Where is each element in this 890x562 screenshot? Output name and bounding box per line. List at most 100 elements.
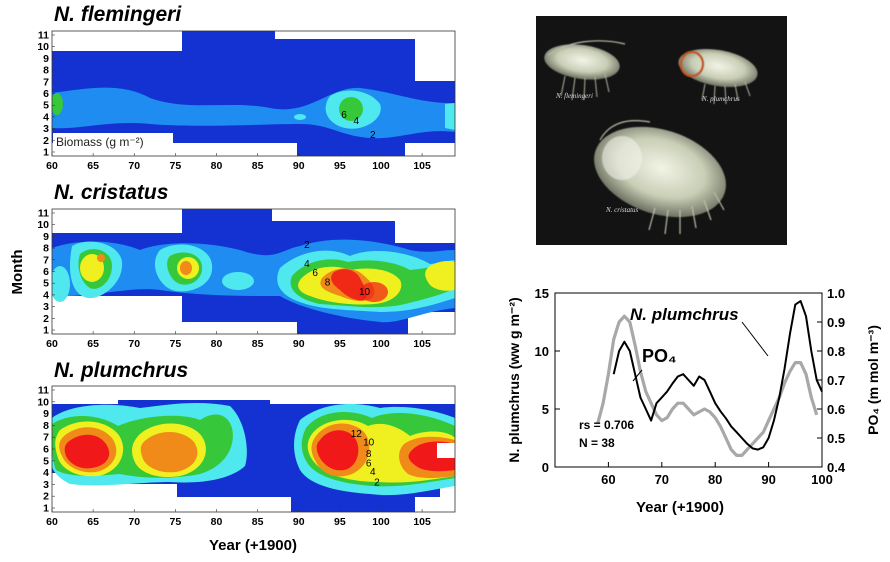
month-tick-label: 1	[43, 503, 49, 515]
biomass-annotation: Biomass (g m⁻²)	[56, 135, 144, 149]
month-tick-label: 11	[38, 208, 49, 220]
contour-fill	[294, 114, 306, 120]
y2-tick-label: 0.8	[827, 344, 845, 359]
contour-label: 12	[351, 429, 363, 440]
photo-caption-cristatus: N. cristatus	[605, 206, 639, 214]
contour-fill	[52, 93, 63, 115]
copepod-plumchrus-illustration	[678, 48, 758, 105]
month-tick-label: 5	[43, 100, 49, 112]
x-axis-label: Year (+1900)	[636, 499, 724, 516]
nodata-region	[415, 31, 455, 81]
month-tick-label: 4	[43, 289, 49, 301]
copepod-accent-organ	[679, 50, 705, 78]
month-tick-label: 10	[37, 41, 49, 53]
month-tick-label: 6	[43, 266, 49, 278]
contour-fill	[80, 254, 104, 282]
biomass-label-box	[53, 133, 173, 149]
year-tick-label: 60	[46, 338, 58, 350]
nodata-region	[270, 400, 455, 404]
contour-label: 2	[374, 478, 380, 489]
series-label-plumchrus: N. plumchrus	[630, 305, 739, 324]
contour-fill	[97, 254, 105, 262]
year-tick-label: 75	[170, 160, 182, 172]
panel-title: N. cristatus	[54, 181, 168, 204]
x-tick-label: 70	[655, 472, 669, 487]
y-axis-label-right: PO₄ (m mol m⁻³)	[865, 325, 881, 435]
month-tick-label: 3	[43, 301, 49, 313]
copepod-legs	[701, 81, 751, 105]
year-tick-label: 80	[211, 338, 223, 350]
copepod-cristatus-illustration	[594, 119, 726, 235]
month-tick-label: 11	[38, 30, 49, 42]
month-tick-label: 5	[43, 455, 49, 467]
copepod-eye-region	[602, 136, 642, 180]
nodata-region	[182, 322, 297, 334]
month-tick-label: 7	[43, 254, 49, 266]
series-label-pointer	[632, 369, 643, 382]
month-tick-label: 9	[43, 231, 49, 243]
contour-fill	[339, 97, 363, 121]
copepod-flemingeri-illustration	[544, 40, 626, 101]
month-tick-label: 8	[43, 243, 49, 255]
photo-caption-flemingeri: N. flemingeri	[555, 92, 593, 100]
month-tick-label: 3	[43, 479, 49, 491]
year-tick-label: 70	[128, 338, 140, 350]
copepod-body	[678, 48, 758, 88]
panel-title: N. flemingeri	[54, 3, 182, 26]
year-tick-label: 80	[211, 516, 223, 528]
contour-fill	[64, 434, 110, 469]
contour-fill	[331, 269, 367, 301]
contour-label: 6	[312, 268, 318, 279]
contour-label: 8	[366, 449, 372, 460]
contour-fill	[360, 282, 388, 302]
nodata-region	[52, 209, 182, 233]
contour-label: 6	[366, 459, 372, 470]
panel-title: N. plumchrus	[54, 359, 188, 382]
month-tick-label: 2	[43, 313, 49, 325]
nodata-region	[405, 143, 455, 156]
year-tick-label: 90	[293, 160, 305, 172]
line-chart-ticks: 60 70 80 90 100 0 5 10 15 0.4 0.5 0.6 0.7 0.8 0.9 1.0	[535, 286, 846, 487]
nodata-region	[437, 443, 455, 458]
month-axis-label: Month	[9, 250, 26, 295]
month-tick-label: 11	[38, 385, 49, 397]
year-tick-label: 65	[87, 160, 99, 172]
month-tick-label: 10	[37, 396, 49, 408]
contour-label: 4	[370, 467, 376, 478]
year-tick-label: 80	[211, 160, 223, 172]
series-label-po4: PO₄	[642, 346, 677, 366]
year-tick-label: 95	[334, 516, 346, 528]
nodata-region	[275, 31, 455, 39]
year-tick-label: 100	[372, 160, 390, 172]
y-tick-label: 5	[542, 402, 549, 417]
nodata-region	[52, 386, 455, 400]
y2-tick-label: 0.9	[827, 315, 845, 330]
stat-n: N = 38	[579, 436, 615, 450]
month-tick-label: 6	[43, 444, 49, 456]
year-tick-label: 90	[293, 516, 305, 528]
month-tick-label: 9	[43, 53, 49, 65]
month-tick-label: 4	[43, 467, 49, 479]
x-tick-label: 100	[811, 472, 833, 487]
nodata-region	[52, 296, 182, 334]
contour-label: 2	[370, 130, 376, 141]
year-tick-label: 85	[252, 160, 264, 172]
month-tick-label: 1	[43, 147, 49, 159]
year-tick-label: 95	[334, 338, 346, 350]
year-tick-label: 105	[413, 516, 431, 528]
y-tick-label: 0	[542, 460, 549, 475]
year-tick-label: 100	[372, 516, 390, 528]
contour-label: 4	[304, 259, 310, 270]
copepod-photo: N. flemingeri N. plumchrus N. cristatus	[536, 16, 787, 245]
year-tick-label: 90	[293, 338, 305, 350]
y2-tick-label: 0.5	[827, 431, 845, 446]
month-tick-label: 6	[43, 88, 49, 100]
x-tick-label: 80	[708, 472, 722, 487]
contour-fill	[445, 103, 455, 130]
month-tick-label: 7	[43, 432, 49, 444]
year-axis-label: Year (+1900)	[209, 537, 297, 554]
copepod-legs	[648, 191, 725, 235]
year-tick-label: 70	[128, 160, 140, 172]
contour-label: 6	[341, 110, 347, 121]
year-tick-label: 100	[372, 338, 390, 350]
